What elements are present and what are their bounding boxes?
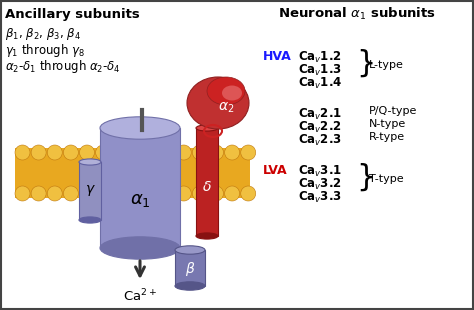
Text: Ca$_v$3.2: Ca$_v$3.2 xyxy=(298,177,341,192)
Ellipse shape xyxy=(79,159,101,165)
Text: $\alpha_2$-$\delta_1$ through $\alpha_2$-$\delta_4$: $\alpha_2$-$\delta_1$ through $\alpha_2$… xyxy=(5,58,121,75)
Text: HVA: HVA xyxy=(263,50,292,63)
Circle shape xyxy=(176,145,191,160)
Circle shape xyxy=(112,145,127,160)
Circle shape xyxy=(241,145,256,160)
Ellipse shape xyxy=(196,125,218,131)
Circle shape xyxy=(15,186,30,201)
Circle shape xyxy=(209,186,224,201)
FancyBboxPatch shape xyxy=(100,128,180,248)
Circle shape xyxy=(192,145,207,160)
Circle shape xyxy=(128,145,143,160)
Circle shape xyxy=(209,145,224,160)
Text: Ancillary subunits: Ancillary subunits xyxy=(5,8,140,21)
Text: N-type: N-type xyxy=(369,119,406,129)
Circle shape xyxy=(144,186,159,201)
Circle shape xyxy=(192,186,207,201)
Text: Ca$_v$2.2: Ca$_v$2.2 xyxy=(298,120,341,135)
Text: Ca$^{2+}$: Ca$^{2+}$ xyxy=(123,288,157,304)
Circle shape xyxy=(112,186,127,201)
FancyBboxPatch shape xyxy=(79,162,101,220)
Text: $\alpha_2$: $\alpha_2$ xyxy=(218,101,234,115)
Text: LVA: LVA xyxy=(263,164,288,177)
Circle shape xyxy=(47,145,62,160)
Circle shape xyxy=(160,186,175,201)
Ellipse shape xyxy=(175,246,205,254)
Text: $\alpha_1$: $\alpha_1$ xyxy=(129,191,150,209)
Circle shape xyxy=(176,186,191,201)
Circle shape xyxy=(96,145,110,160)
Circle shape xyxy=(31,186,46,201)
Text: Ca$_v$3.3: Ca$_v$3.3 xyxy=(298,190,342,205)
Circle shape xyxy=(225,186,240,201)
Text: $\beta$: $\beta$ xyxy=(185,260,195,278)
Circle shape xyxy=(144,145,159,160)
Ellipse shape xyxy=(79,217,101,223)
Ellipse shape xyxy=(187,77,249,129)
Text: L-type: L-type xyxy=(369,60,404,70)
Ellipse shape xyxy=(196,233,218,239)
Circle shape xyxy=(80,145,94,160)
Circle shape xyxy=(64,186,78,201)
Circle shape xyxy=(96,186,110,201)
Text: Ca$_v$1.3: Ca$_v$1.3 xyxy=(298,63,342,78)
Circle shape xyxy=(225,145,240,160)
Circle shape xyxy=(80,186,94,201)
Text: R-type: R-type xyxy=(369,132,405,142)
Text: }: } xyxy=(356,48,375,78)
Ellipse shape xyxy=(222,86,242,100)
FancyBboxPatch shape xyxy=(196,128,218,236)
Text: T-type: T-type xyxy=(369,174,404,184)
Text: P/Q-type: P/Q-type xyxy=(369,106,418,116)
FancyBboxPatch shape xyxy=(15,148,250,198)
Text: Ca$_v$1.4: Ca$_v$1.4 xyxy=(298,76,342,91)
Circle shape xyxy=(15,145,30,160)
Text: $\gamma_1$ through $\gamma_8$: $\gamma_1$ through $\gamma_8$ xyxy=(5,42,85,59)
Ellipse shape xyxy=(207,77,245,105)
Text: Neuronal $\alpha_1$ subunits: Neuronal $\alpha_1$ subunits xyxy=(278,6,436,22)
Ellipse shape xyxy=(175,282,205,290)
Text: Ca$_v$3.1: Ca$_v$3.1 xyxy=(298,164,342,179)
Ellipse shape xyxy=(100,237,180,259)
Circle shape xyxy=(160,145,175,160)
Text: $\gamma$: $\gamma$ xyxy=(84,184,95,198)
Circle shape xyxy=(64,145,78,160)
Circle shape xyxy=(241,186,256,201)
Circle shape xyxy=(31,145,46,160)
Text: $\beta_1$, $\beta_2$, $\beta_3$, $\beta_4$: $\beta_1$, $\beta_2$, $\beta_3$, $\beta_… xyxy=(5,26,81,42)
Text: Ca$_v$2.3: Ca$_v$2.3 xyxy=(298,133,342,148)
FancyBboxPatch shape xyxy=(175,250,205,286)
Ellipse shape xyxy=(100,117,180,139)
Text: Ca$_v$2.1: Ca$_v$2.1 xyxy=(298,107,342,122)
Text: }: } xyxy=(356,162,375,192)
Text: Ca$_v$1.2: Ca$_v$1.2 xyxy=(298,50,341,65)
Circle shape xyxy=(47,186,62,201)
Text: $\delta$: $\delta$ xyxy=(202,180,212,194)
Circle shape xyxy=(128,186,143,201)
